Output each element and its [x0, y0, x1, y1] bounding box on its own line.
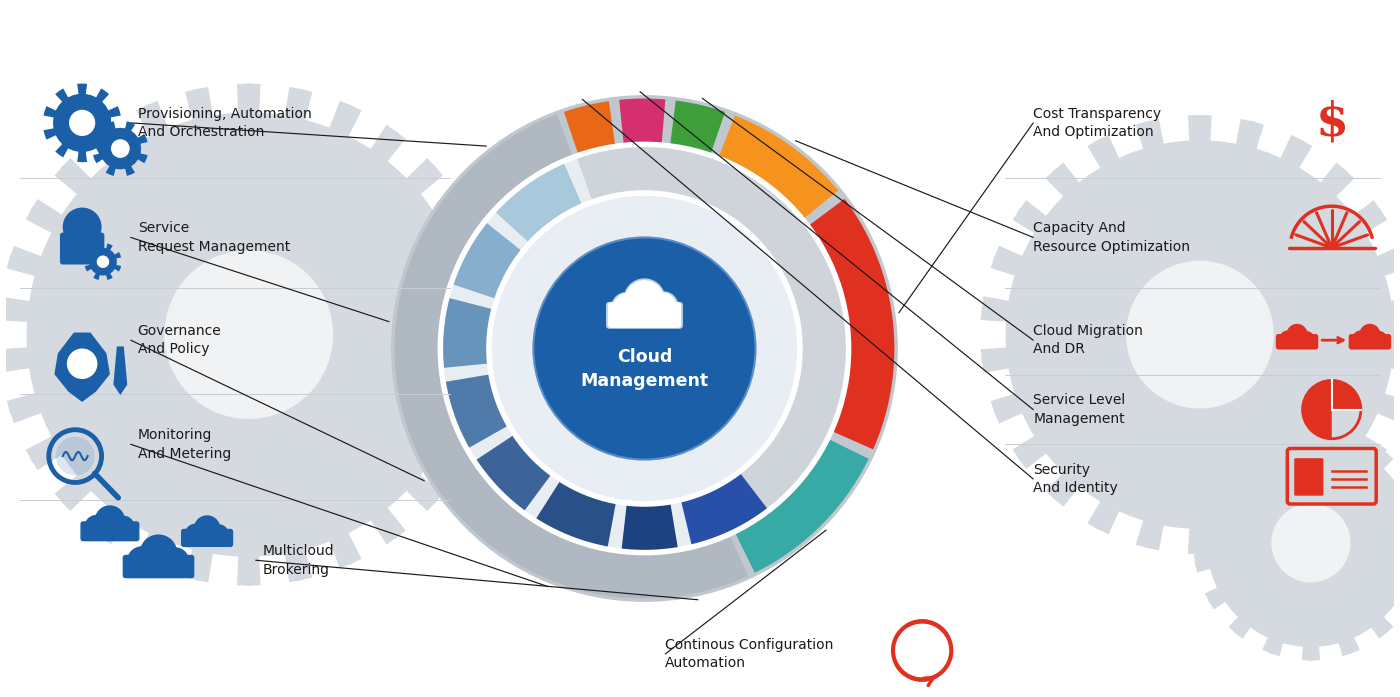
FancyBboxPatch shape: [181, 529, 234, 547]
Circle shape: [638, 299, 666, 327]
Text: Continous Configuration
Automation: Continous Configuration Automation: [665, 638, 833, 671]
Polygon shape: [619, 98, 665, 148]
Polygon shape: [717, 116, 839, 221]
Circle shape: [185, 523, 206, 545]
Polygon shape: [980, 115, 1400, 554]
Circle shape: [112, 516, 134, 539]
Polygon shape: [476, 433, 553, 510]
Circle shape: [95, 505, 125, 536]
FancyBboxPatch shape: [1275, 334, 1319, 349]
Circle shape: [56, 436, 95, 475]
Circle shape: [486, 190, 802, 507]
Text: Security
And Identity: Security And Identity: [1033, 463, 1119, 496]
Circle shape: [140, 535, 178, 572]
Polygon shape: [85, 243, 122, 280]
Circle shape: [209, 524, 228, 544]
Circle shape: [623, 278, 665, 321]
Polygon shape: [577, 147, 846, 530]
FancyBboxPatch shape: [606, 302, 683, 329]
Circle shape: [111, 139, 130, 158]
Polygon shape: [43, 84, 120, 162]
Circle shape: [638, 300, 665, 326]
Polygon shape: [92, 121, 147, 176]
Circle shape: [1352, 330, 1369, 347]
Polygon shape: [805, 199, 895, 450]
Circle shape: [164, 250, 333, 419]
FancyBboxPatch shape: [123, 555, 195, 579]
Text: Governance
And Policy: Governance And Policy: [137, 324, 221, 356]
Circle shape: [161, 547, 189, 576]
Polygon shape: [536, 477, 616, 546]
Polygon shape: [680, 470, 767, 544]
Circle shape: [127, 546, 157, 576]
Polygon shape: [0, 84, 500, 585]
Polygon shape: [564, 101, 616, 158]
Text: Cost Transparency
And Optimization: Cost Transparency And Optimization: [1033, 107, 1162, 139]
Polygon shape: [622, 499, 678, 550]
Circle shape: [193, 515, 220, 542]
Circle shape: [438, 141, 851, 556]
Circle shape: [84, 515, 109, 539]
Text: Cloud Migration
And DR: Cloud Migration And DR: [1033, 324, 1144, 356]
Polygon shape: [444, 298, 497, 368]
Polygon shape: [55, 332, 111, 402]
Polygon shape: [496, 164, 584, 245]
Circle shape: [67, 348, 98, 379]
Circle shape: [444, 147, 846, 550]
Polygon shape: [445, 374, 511, 447]
Circle shape: [610, 292, 643, 324]
Circle shape: [1287, 324, 1308, 345]
Circle shape: [1371, 331, 1387, 347]
FancyBboxPatch shape: [80, 521, 140, 542]
Polygon shape: [669, 100, 725, 158]
Circle shape: [391, 95, 897, 602]
Circle shape: [627, 300, 652, 326]
FancyBboxPatch shape: [60, 233, 105, 264]
Polygon shape: [395, 114, 748, 598]
Circle shape: [613, 293, 643, 323]
Circle shape: [533, 238, 756, 459]
Polygon shape: [1302, 381, 1361, 438]
Text: Capacity And
Resource Optimization: Capacity And Resource Optimization: [1033, 221, 1190, 254]
Text: Multicloud
Brokering: Multicloud Brokering: [263, 544, 335, 576]
Polygon shape: [734, 438, 869, 573]
Text: Monitoring
And Metering: Monitoring And Metering: [137, 428, 231, 461]
Circle shape: [69, 109, 95, 136]
Text: Cloud
Management: Cloud Management: [581, 348, 708, 390]
Text: Provisioning, Automation
And Orchestration: Provisioning, Automation And Orchestrati…: [137, 107, 311, 139]
FancyBboxPatch shape: [1348, 334, 1392, 349]
Circle shape: [648, 292, 676, 321]
Circle shape: [624, 280, 664, 320]
Text: $: $: [1316, 100, 1348, 146]
Circle shape: [1298, 331, 1315, 347]
FancyBboxPatch shape: [608, 302, 680, 328]
Polygon shape: [454, 223, 525, 300]
Circle shape: [1280, 330, 1296, 347]
Circle shape: [97, 256, 109, 268]
Circle shape: [626, 299, 654, 327]
Circle shape: [1126, 261, 1274, 408]
Circle shape: [491, 196, 797, 501]
Circle shape: [1359, 324, 1380, 345]
Text: Service Level
Management: Service Level Management: [1033, 393, 1126, 426]
FancyBboxPatch shape: [1294, 458, 1323, 496]
Polygon shape: [1194, 425, 1400, 661]
Circle shape: [63, 208, 102, 247]
Circle shape: [1271, 503, 1351, 583]
Text: Service
Request Management: Service Request Management: [137, 221, 290, 254]
Polygon shape: [113, 346, 127, 395]
Circle shape: [648, 291, 679, 321]
